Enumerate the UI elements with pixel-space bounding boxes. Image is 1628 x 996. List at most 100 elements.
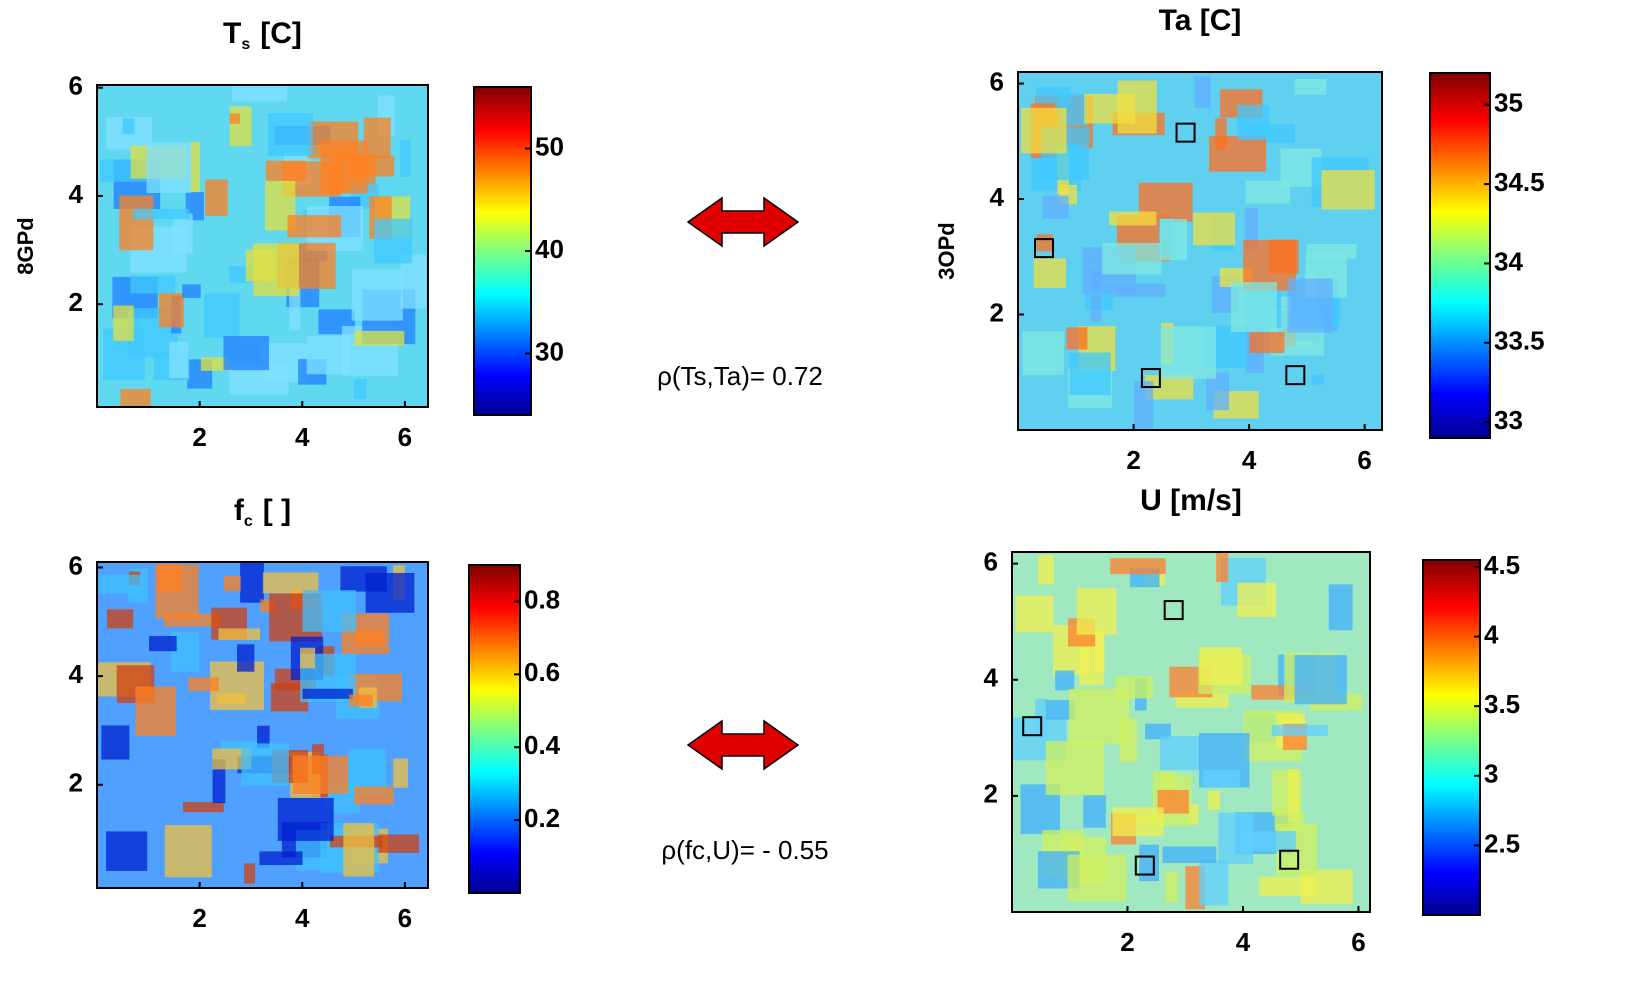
map-patch xyxy=(1109,211,1157,226)
map-patch xyxy=(122,118,135,135)
colorbar-tick-label: 3.5 xyxy=(1484,689,1520,719)
map-patch xyxy=(353,378,367,400)
map-patch xyxy=(1241,831,1297,852)
map-patch xyxy=(1159,736,1200,771)
axes-frame xyxy=(1011,551,1371,913)
map-patch xyxy=(1311,374,1325,385)
station-marker xyxy=(1140,368,1161,389)
map-patch xyxy=(1022,331,1064,376)
station-marker xyxy=(1163,600,1184,621)
map-patch xyxy=(189,141,200,194)
map-patch xyxy=(262,572,319,594)
map-patch xyxy=(1207,791,1220,810)
map-patch xyxy=(1199,860,1229,906)
map-patch xyxy=(1102,242,1162,275)
map-patch xyxy=(1083,795,1106,828)
title-part: T xyxy=(223,17,241,50)
map-patch xyxy=(164,825,212,878)
x-tick-label: 2 xyxy=(1120,927,1134,957)
y-tick-label: 6 xyxy=(984,546,998,576)
map-patch xyxy=(1160,326,1216,379)
map-patch xyxy=(1113,283,1166,298)
map-patch xyxy=(155,564,199,619)
map-patch xyxy=(1274,811,1305,831)
x-tick-label: 6 xyxy=(1357,445,1371,475)
map-patch xyxy=(1067,854,1127,902)
map-patch xyxy=(292,755,349,794)
map-patch xyxy=(1287,278,1333,333)
map-patch xyxy=(375,834,420,853)
map-patch xyxy=(237,644,255,672)
map-patch xyxy=(1038,555,1054,585)
correlation: ρ(Ts,Ta)= 0.72 xyxy=(657,361,823,391)
y-axis-label: 3OPd xyxy=(934,222,959,279)
title-part: [ ] xyxy=(263,494,291,527)
axes-frame xyxy=(1017,71,1383,431)
map-patch xyxy=(101,725,130,760)
map-patch xyxy=(241,743,289,787)
map-patch xyxy=(106,831,148,871)
map-patch xyxy=(306,335,351,375)
map-patch xyxy=(200,357,229,371)
map-patch xyxy=(1162,846,1217,864)
colorbar xyxy=(468,564,521,894)
map-patch xyxy=(307,121,359,159)
panel-title: U [m/s] xyxy=(1140,484,1242,517)
colorbar-tick-label: 35 xyxy=(1494,88,1523,118)
map-patch xyxy=(1245,180,1291,204)
map-patch xyxy=(1084,93,1136,124)
station-marker xyxy=(1175,122,1196,143)
colorbar xyxy=(473,86,532,416)
map-patch xyxy=(133,208,190,219)
map-patch xyxy=(257,725,270,748)
map-patch xyxy=(302,688,353,699)
map-patch xyxy=(146,142,192,193)
colorbar-tick-label: 34 xyxy=(1494,246,1523,276)
map-patch xyxy=(1045,741,1105,796)
axes-frame xyxy=(96,84,429,408)
station-marker xyxy=(1022,716,1043,737)
map-patch xyxy=(374,218,413,264)
map-patch xyxy=(289,286,301,331)
map-patch xyxy=(253,243,300,297)
map-patch xyxy=(1209,135,1267,172)
map-patch xyxy=(1203,769,1240,788)
map-patch xyxy=(1249,332,1285,354)
y-axis-label: 8GPd xyxy=(13,217,38,274)
map-patch xyxy=(185,192,204,221)
map-patch xyxy=(218,628,261,641)
panel-title: Ts [C] xyxy=(223,17,302,53)
map-patch xyxy=(172,213,193,254)
title-part: U [m/s] xyxy=(1140,484,1242,517)
map-patch xyxy=(1033,258,1067,288)
map-patch xyxy=(1110,558,1166,575)
x-tick-label: 4 xyxy=(295,422,310,452)
map-patch xyxy=(1021,107,1067,154)
station-marker xyxy=(1285,365,1306,386)
map-patch xyxy=(300,647,316,669)
map-patch xyxy=(1036,234,1053,252)
map-patch xyxy=(1237,582,1276,617)
x-tick-label: 4 xyxy=(1236,927,1251,957)
map-patch xyxy=(302,590,357,632)
map-patch xyxy=(287,215,342,238)
map-patch xyxy=(106,609,134,629)
map-patch xyxy=(169,341,189,379)
map-patch xyxy=(1294,79,1327,95)
colorbar-tick-label: 4.5 xyxy=(1484,550,1520,580)
map-patch xyxy=(1112,807,1164,837)
map-patch xyxy=(1199,646,1242,685)
map-patch xyxy=(1066,327,1088,350)
map-patch xyxy=(1042,195,1069,219)
y-tick-label: 4 xyxy=(69,179,84,209)
map-patch xyxy=(1090,266,1102,322)
y-tick-label: 4 xyxy=(984,663,999,693)
map-patch xyxy=(244,863,256,884)
y-tick-label: 2 xyxy=(69,768,83,798)
map-patch xyxy=(267,112,313,156)
colorbar-tick-label: 33 xyxy=(1494,405,1523,435)
y-tick-label: 2 xyxy=(984,779,998,809)
map-patch xyxy=(259,851,303,866)
colorbar-tick-label: 30 xyxy=(535,336,564,366)
correlation: ρ(fc,U)= - 0.55 xyxy=(661,835,828,865)
